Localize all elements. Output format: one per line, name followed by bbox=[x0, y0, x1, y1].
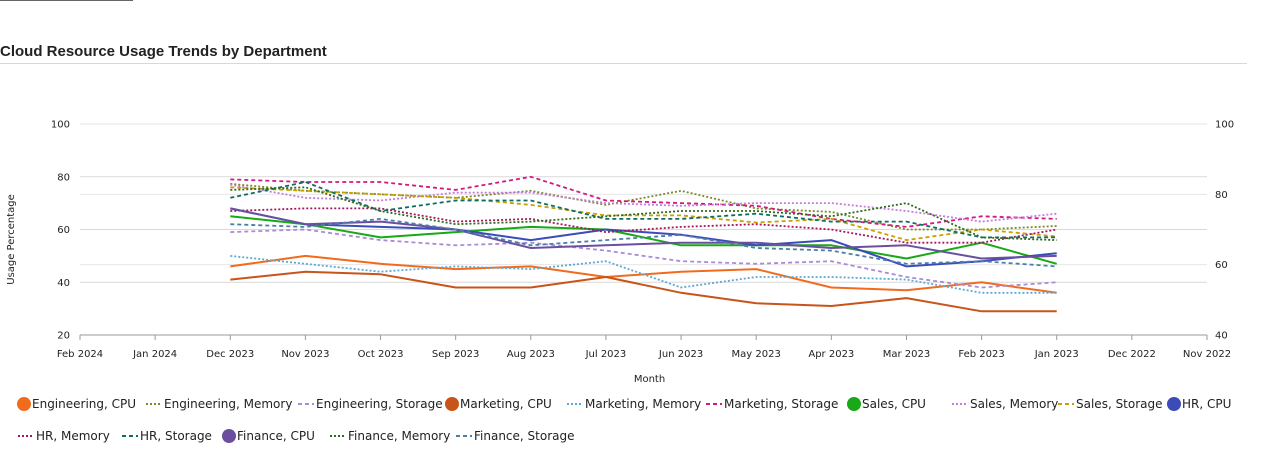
y-left-tick-label: 20 bbox=[57, 331, 70, 342]
x-tick-label: Nov 2022 bbox=[1183, 349, 1231, 360]
legend-item[interactable]: Finance, Memory bbox=[328, 428, 450, 444]
legend-swatch bbox=[146, 403, 162, 405]
x-tick-label: Feb 2023 bbox=[958, 349, 1004, 360]
legend-item[interactable]: Finance, CPU bbox=[221, 428, 315, 444]
series-line-hr-cpu bbox=[230, 207, 1057, 268]
legend-swatch bbox=[445, 397, 459, 411]
legend-swatch bbox=[122, 435, 138, 437]
x-tick-label: Apr 2023 bbox=[808, 349, 854, 360]
x-tick-label: Dec 2023 bbox=[206, 349, 254, 360]
legend-label: Marketing, Storage bbox=[724, 397, 839, 411]
top-tab-indicator bbox=[0, 0, 133, 1]
legend-label: Finance, Memory bbox=[348, 429, 451, 443]
series-line-hr-memory bbox=[230, 207, 1057, 244]
y-right-tick-label: 80 bbox=[1215, 190, 1228, 201]
legend-label: Sales, Memory bbox=[970, 397, 1059, 411]
x-tick-label: Jan 2023 bbox=[1034, 349, 1079, 360]
series-line-marketing-cpu bbox=[230, 270, 1057, 313]
x-tick-label: Dec 2022 bbox=[1108, 349, 1156, 360]
legend-swatch bbox=[1167, 397, 1181, 411]
x-tick-label: Oct 2023 bbox=[358, 349, 404, 360]
chart-title: Cloud Resource Usage Trends by Departmen… bbox=[0, 43, 327, 60]
x-tick-label: Aug 2023 bbox=[507, 349, 555, 360]
legend-label: Finance, CPU bbox=[237, 429, 315, 443]
legend-item[interactable]: Marketing, Memory bbox=[565, 396, 701, 412]
legend-item[interactable]: Engineering, Storage bbox=[296, 396, 443, 412]
x-tick-label: Jan 2024 bbox=[132, 349, 177, 360]
legend-label: Sales, Storage bbox=[1076, 397, 1163, 411]
legend-swatch bbox=[222, 429, 236, 443]
series-line-finance-cpu bbox=[230, 207, 1057, 260]
y-right-tick-label: 60 bbox=[1215, 260, 1228, 271]
legend-item[interactable]: Engineering, Memory bbox=[144, 396, 292, 412]
legend-label: HR, Memory bbox=[36, 429, 110, 443]
legend-label: Engineering, Storage bbox=[316, 397, 443, 411]
legend-item[interactable]: Sales, Storage bbox=[1056, 396, 1163, 412]
x-tick-label: Jun 2023 bbox=[658, 349, 703, 360]
series-line-engineering-memory bbox=[230, 182, 1057, 231]
legend-label: HR, CPU bbox=[1182, 397, 1232, 411]
line-chart: 20 40 60 80 100 40 60 80 100 Feb 2024 Jan 2024 Dec … bbox=[6, 120, 1234, 386]
legend-swatch bbox=[330, 435, 346, 437]
legend-item[interactable]: Sales, CPU bbox=[846, 396, 926, 412]
legend-swatch bbox=[952, 403, 968, 405]
y-left-tick-label: 100 bbox=[51, 120, 70, 131]
legend-item[interactable]: HR, Memory bbox=[16, 428, 110, 444]
legend-label: Marketing, Memory bbox=[585, 397, 702, 411]
legend-item[interactable]: Marketing, CPU bbox=[444, 396, 552, 412]
y-right-tick-label: 40 bbox=[1215, 331, 1228, 342]
legend-label: Sales, CPU bbox=[862, 397, 926, 411]
legend-item[interactable]: Marketing, Storage bbox=[704, 396, 838, 412]
legend-item[interactable]: Finance, Storage bbox=[454, 428, 575, 444]
series-line-finance-storage bbox=[230, 218, 1057, 268]
x-tick-label: Nov 2023 bbox=[281, 349, 329, 360]
x-tick-label: Mar 2023 bbox=[883, 349, 931, 360]
legend-swatch bbox=[456, 435, 472, 437]
x-tick-label: Sep 2023 bbox=[432, 349, 479, 360]
legend-item[interactable]: Engineering, CPU bbox=[16, 396, 136, 412]
legend-swatch bbox=[17, 397, 31, 411]
series-line-marketing-memory bbox=[230, 255, 1057, 294]
series-line-marketing-storage bbox=[230, 175, 1057, 228]
legend-label: Engineering, CPU bbox=[32, 397, 137, 411]
x-tick-label: Jul 2023 bbox=[585, 349, 627, 360]
y-axis-title: Usage Percentage bbox=[6, 194, 17, 285]
series-line-sales-storage bbox=[230, 186, 1057, 242]
y-right-tick-label: 100 bbox=[1215, 120, 1234, 131]
legend-swatch bbox=[1058, 403, 1074, 405]
legend-swatch bbox=[298, 403, 314, 405]
legend-label: HR, Storage bbox=[140, 429, 212, 443]
x-tick-label: Feb 2024 bbox=[57, 349, 103, 360]
legend-label: Marketing, CPU bbox=[460, 397, 552, 411]
legend-label: Finance, Storage bbox=[474, 429, 575, 443]
legend-swatch bbox=[18, 435, 34, 437]
legend-item[interactable]: HR, CPU bbox=[1166, 396, 1231, 412]
series-line-engineering-storage bbox=[230, 228, 1057, 289]
legend-label: Engineering, Memory bbox=[164, 397, 293, 411]
legend-item[interactable]: Sales, Memory bbox=[950, 396, 1058, 412]
legend-swatch bbox=[706, 403, 722, 405]
title-divider bbox=[0, 63, 1247, 64]
series-line-finance-memory bbox=[230, 186, 1057, 241]
y-left-tick-label: 60 bbox=[57, 225, 70, 236]
x-tick-label: May 2023 bbox=[732, 349, 781, 360]
legend-swatch bbox=[567, 403, 583, 405]
legend-item[interactable]: HR, Storage bbox=[120, 428, 212, 444]
y-left-tick-label: 80 bbox=[57, 172, 70, 183]
y-left-tick-label: 40 bbox=[57, 278, 70, 289]
x-axis-title: Month bbox=[634, 374, 665, 385]
legend-swatch bbox=[847, 397, 861, 411]
